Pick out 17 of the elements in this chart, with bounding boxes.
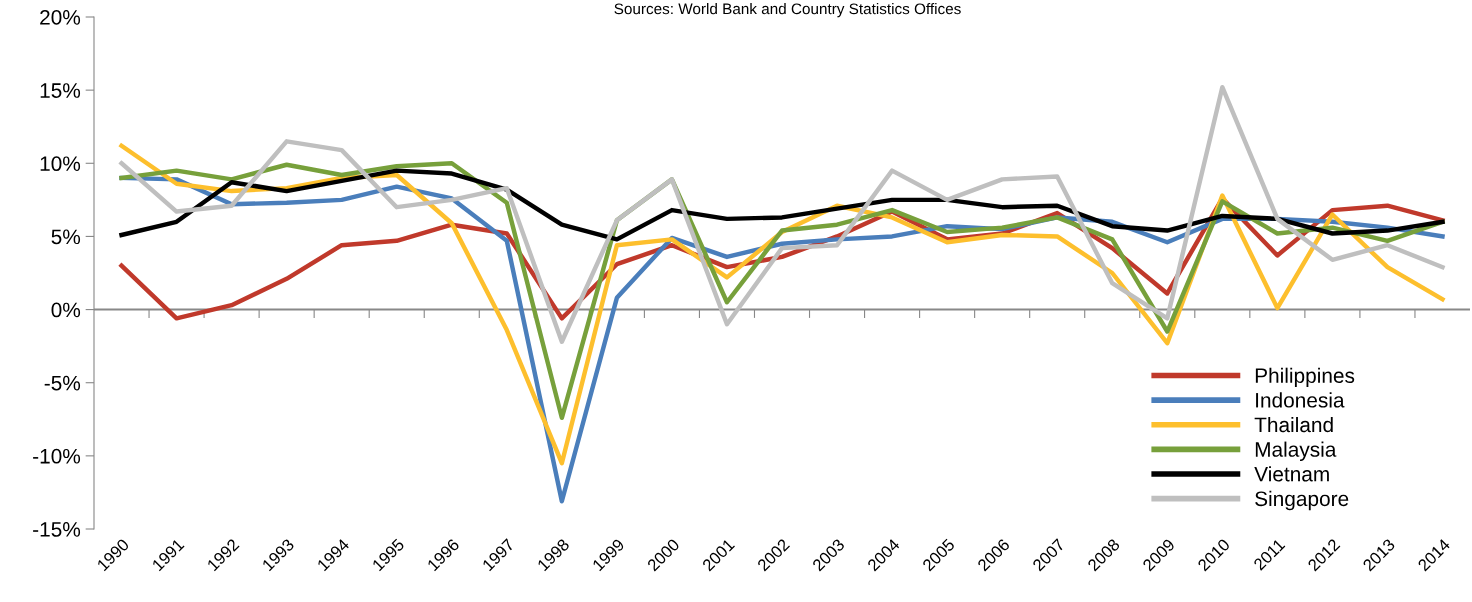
y-tick-label: -15% xyxy=(33,522,81,537)
y-tick-label: 15% xyxy=(40,83,81,98)
y-tick-label: 20% xyxy=(40,10,81,25)
line-series xyxy=(119,85,1445,344)
y-tick-label: -5% xyxy=(44,375,81,391)
legend-label: Indonesia xyxy=(1256,392,1345,408)
legend-label: Vietnam xyxy=(1254,466,1329,482)
y-tick-label: 10% xyxy=(40,156,81,172)
legend-label: Malaysia xyxy=(1255,441,1337,461)
legend-label: Thailand xyxy=(1254,416,1333,433)
line-series xyxy=(119,168,1445,242)
legend-label: Philippines xyxy=(1255,367,1355,388)
annotation: Sources: World Bank and Country Statistics Offices xyxy=(614,3,961,18)
y-tick-label: 5% xyxy=(51,229,81,245)
y-tick-label: -10% xyxy=(33,448,81,464)
y-tick-label: 0% xyxy=(51,302,81,318)
legend-label: Singapore xyxy=(1255,490,1349,511)
